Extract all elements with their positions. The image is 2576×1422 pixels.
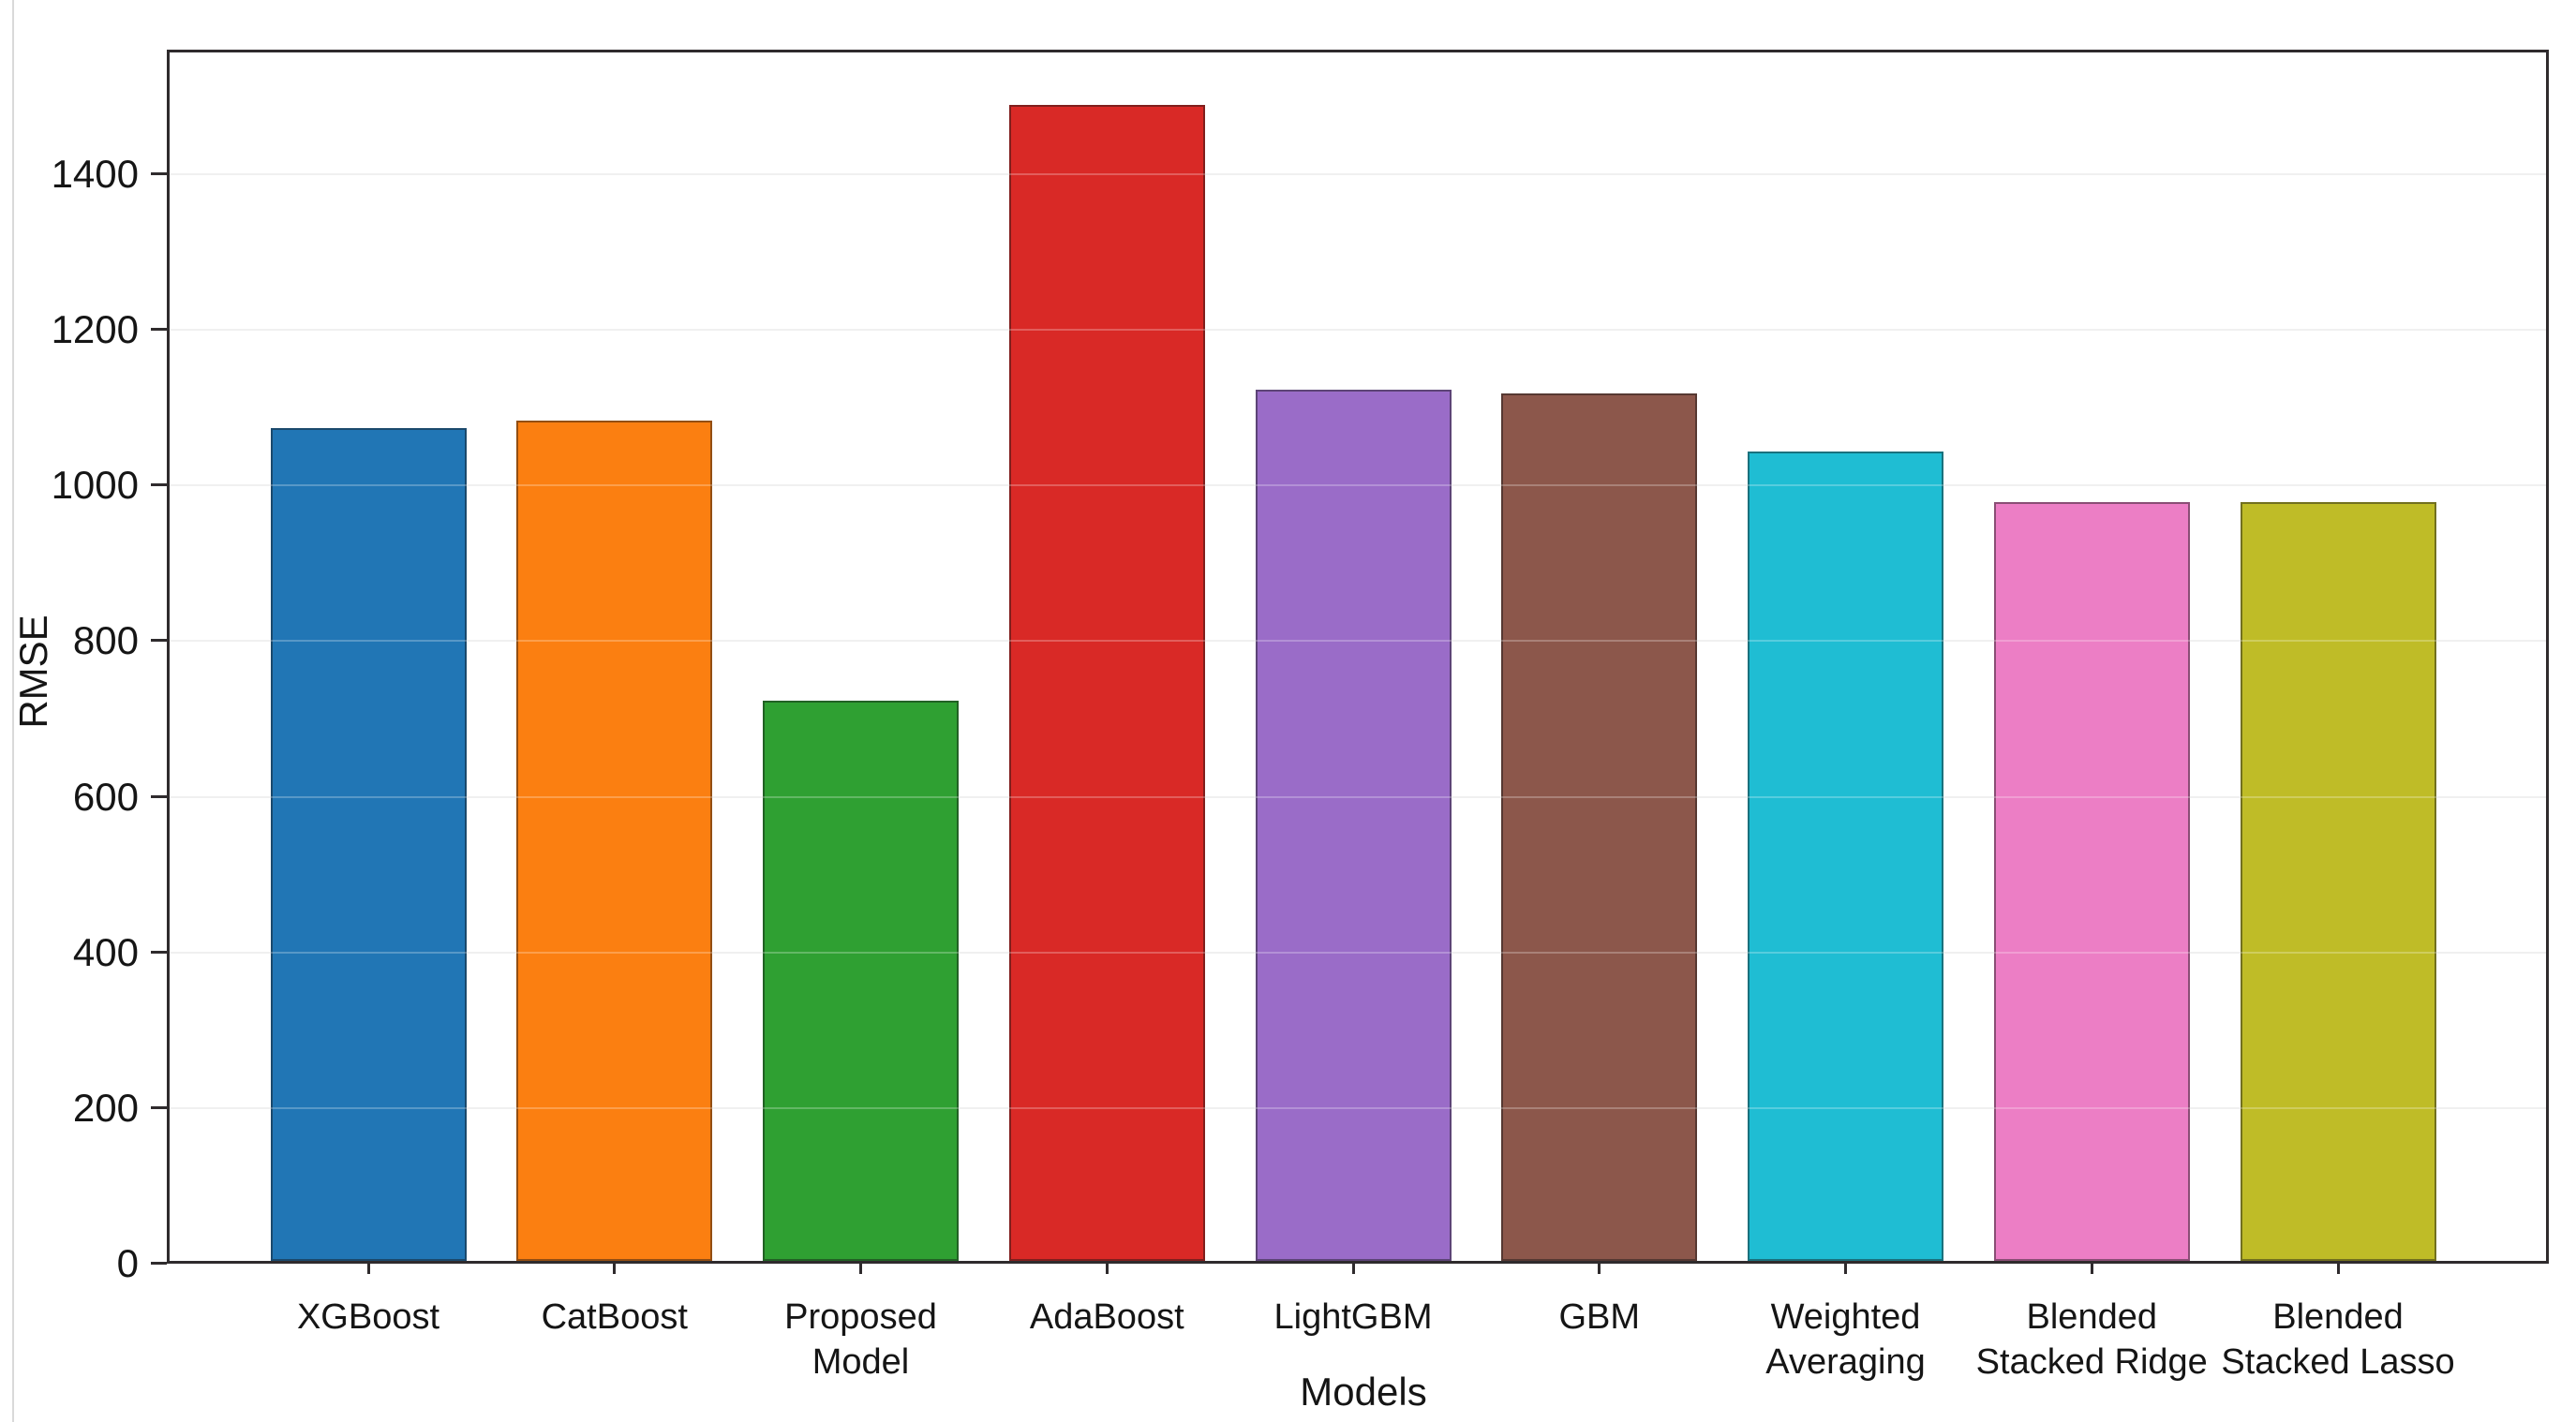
bar-adaboost xyxy=(1008,105,1205,1261)
x-tick-mark-blended-stacked-lasso xyxy=(2336,1262,2340,1274)
x-tick-label-adaboost: AdaBoost xyxy=(1029,1297,1184,1337)
y-gridline-overlay-1400 xyxy=(170,172,2546,175)
bar-lightgbm xyxy=(1255,390,1452,1261)
x-tick-label-gbm: GBM xyxy=(1558,1297,1641,1337)
y-tick-label-1200: 1200 xyxy=(51,307,139,352)
y-tick-label-200: 200 xyxy=(72,1085,139,1130)
bar-catboost xyxy=(516,421,713,1261)
y-tick-mark-1400 xyxy=(151,171,167,175)
x-tick-label-proposed-model: Proposed Model xyxy=(784,1297,937,1382)
y-tick-mark-800 xyxy=(151,639,167,643)
y-tick-mark-400 xyxy=(151,950,167,954)
y-gridline-overlay-600 xyxy=(170,795,2546,798)
x-tick-label-catboost: CatBoost xyxy=(541,1297,688,1337)
x-tick-mark-lightgbm xyxy=(1351,1262,1355,1274)
x-tick-mark-catboost xyxy=(613,1262,617,1274)
y-gridline-1400 xyxy=(170,172,2546,175)
y-tick-label-1400: 1400 xyxy=(51,151,139,196)
y-tick-label-0: 0 xyxy=(116,1241,139,1285)
y-tick-label-600: 600 xyxy=(72,774,139,819)
y-tick-label-400: 400 xyxy=(72,929,139,974)
y-tick-label-1000: 1000 xyxy=(51,463,139,508)
bar-blended-stacked-lasso xyxy=(2240,502,2436,1261)
x-tick-mark-proposed-model xyxy=(859,1262,862,1274)
plot-area xyxy=(167,50,2549,1264)
x-tick-label-lightgbm: LightGBM xyxy=(1273,1297,1433,1337)
x-tick-mark-gbm xyxy=(1598,1262,1601,1274)
x-tick-label-weighted-averaging: Weighted Averaging xyxy=(1765,1297,1926,1382)
x-tick-mark-blended-stacked-ridge xyxy=(2090,1262,2093,1274)
x-tick-mark-weighted-averaging xyxy=(1844,1262,1847,1274)
y-tick-label-800: 800 xyxy=(72,618,139,663)
x-axis-title: Models xyxy=(1300,1370,1427,1414)
x-tick-label-xgboost: XGBoost xyxy=(296,1297,440,1337)
bar-gbm xyxy=(1501,393,1698,1261)
y-gridline-overlay-200 xyxy=(170,1106,2546,1109)
y-gridline-1200 xyxy=(170,329,2546,332)
y-gridline-overlay-1000 xyxy=(170,484,2546,487)
bar-proposed-model xyxy=(763,701,959,1261)
y-tick-mark-600 xyxy=(151,794,167,798)
y-gridline-overlay-800 xyxy=(170,640,2546,643)
bar-weighted-averaging xyxy=(1748,452,1943,1261)
x-tick-mark-xgboost xyxy=(366,1262,370,1274)
screen-edge-line xyxy=(12,0,14,1422)
y-tick-mark-1200 xyxy=(151,328,167,332)
x-tick-label-blended-stacked-lasso: Blended Stacked Lasso xyxy=(2221,1297,2455,1382)
x-tick-label-blended-stacked-ridge: Blended Stacked Ridge xyxy=(1975,1297,2208,1382)
y-tick-mark-0 xyxy=(151,1262,167,1265)
y-tick-mark-1000 xyxy=(151,483,167,487)
y-gridline-overlay-1200 xyxy=(170,329,2546,332)
bar-xgboost xyxy=(270,428,467,1261)
bar-blended-stacked-ridge xyxy=(1993,502,2190,1261)
y-gridline-overlay-400 xyxy=(170,951,2546,954)
y-tick-mark-200 xyxy=(151,1105,167,1109)
x-tick-mark-adaboost xyxy=(1105,1262,1109,1274)
